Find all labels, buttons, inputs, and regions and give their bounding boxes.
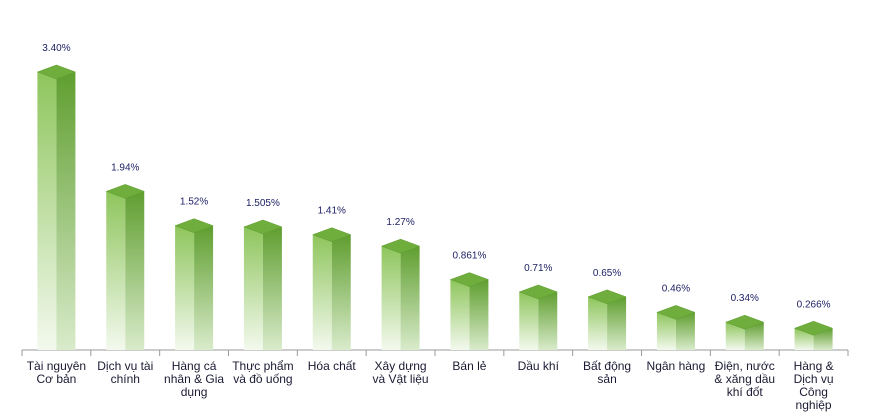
bar-side: [744, 322, 764, 350]
bar-top: [243, 219, 283, 235]
bar-front: [37, 72, 57, 350]
bar: [449, 272, 490, 350]
bar: [380, 238, 421, 350]
x-tick-label: Điện, nước & xăng dầu khí đốt: [714, 359, 776, 399]
bar: [174, 218, 214, 350]
value-label: 0.65%: [593, 268, 621, 279]
value-label: 1.41%: [318, 206, 346, 217]
bar-front: [175, 225, 195, 350]
bar-top: [518, 284, 558, 300]
bar: [105, 184, 145, 350]
x-tick-label: Dầu khí: [517, 359, 559, 373]
bar-front: [243, 226, 263, 350]
bar-front: [450, 279, 470, 350]
value-label: 0.266%: [797, 299, 831, 310]
x-tick-label: Bán lẻ: [452, 359, 487, 373]
bar: [725, 314, 765, 350]
bar-front: [106, 191, 126, 350]
bar-side: [194, 225, 214, 350]
x-tick-label: Hàng & Dịch vụ Công nghiệp: [793, 359, 834, 412]
value-label: 0.71%: [524, 263, 552, 274]
bar-side: [262, 226, 282, 350]
bar: [36, 64, 77, 350]
bar-top: [587, 289, 627, 305]
bar-top: [174, 218, 214, 233]
bar-front: [312, 234, 332, 350]
bar-side: [56, 72, 76, 350]
bar-side: [331, 234, 351, 350]
value-label: 0.34%: [731, 293, 759, 304]
bar: [243, 219, 283, 350]
x-tick-label: Tài nguyên Cơ bản: [26, 359, 87, 386]
bar-side: [469, 279, 489, 350]
bar: [518, 284, 558, 350]
x-tick-label: Ngân hàng: [646, 359, 706, 373]
bar-side: [400, 246, 420, 350]
value-label: 0.46%: [662, 283, 690, 294]
bar-front: [588, 296, 608, 350]
value-label: 1.505%: [246, 198, 280, 209]
x-tick-label: Thực phẩm và đồ uống: [232, 359, 294, 386]
bar-side: [675, 312, 695, 350]
bar-top: [105, 184, 145, 199]
bar: [656, 305, 696, 350]
bar-top: [380, 238, 421, 254]
x-tick-label: Bất động sản: [583, 359, 632, 386]
bar-top: [656, 305, 696, 320]
value-label: 1.52%: [180, 197, 208, 208]
bar-side: [538, 291, 558, 350]
value-label: 1.27%: [386, 217, 414, 228]
bar-front: [656, 312, 676, 350]
bar-front: [725, 322, 745, 350]
x-tick-label: Dịch vụ tài chính: [97, 359, 154, 386]
value-label: 0.861%: [452, 251, 486, 262]
bar-top: [36, 64, 77, 80]
x-tick-label: Hàng cá nhân & Gia dụng: [164, 359, 225, 399]
bar-top: [725, 314, 765, 330]
value-label: 1.94%: [111, 162, 139, 173]
bar: [587, 289, 627, 350]
bar: [793, 320, 834, 350]
bar-front: [381, 246, 401, 350]
bar-side: [607, 296, 627, 350]
value-label: 3.40%: [42, 43, 70, 54]
bar-front: [519, 291, 539, 350]
x-tick-label: Xây dựng và Vật liệu: [372, 359, 429, 386]
bar-side: [125, 191, 145, 350]
bar: [312, 227, 352, 350]
bar-top: [793, 320, 834, 336]
x-tick-label: Hóa chất: [307, 359, 356, 373]
bar-top: [312, 227, 352, 242]
bar-top: [449, 272, 490, 287]
